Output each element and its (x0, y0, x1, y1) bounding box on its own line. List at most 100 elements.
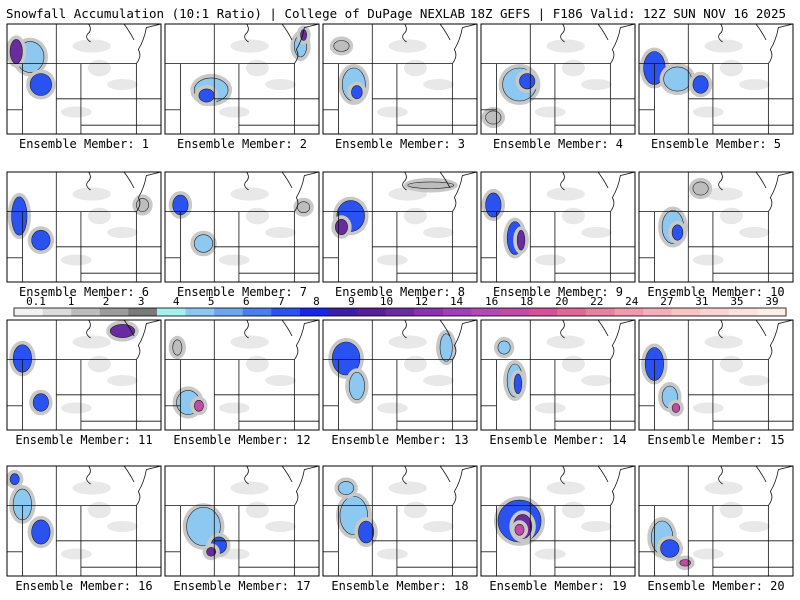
ensemble-member-label: Ensemble Member: 1 (19, 137, 149, 151)
panel-frame (322, 465, 478, 577)
ensemble-member-label: Ensemble Member: 8 (335, 285, 465, 299)
colorbar-tick-label: 22 (590, 295, 603, 308)
ensemble-member-label: Ensemble Member: 3 (335, 137, 465, 151)
state-boundaries (639, 172, 793, 282)
colorbar-tick-label: 35 (730, 295, 743, 308)
map-panel: Ensemble Member: 12 (164, 319, 320, 447)
panel-frame (6, 171, 162, 283)
ensemble-member-label: Ensemble Member: 5 (651, 137, 781, 151)
colorbar-swatch (214, 308, 244, 316)
colorbar-swatch (757, 308, 787, 316)
colorbar-swatch (156, 308, 187, 316)
state-boundaries (481, 466, 635, 576)
colorbar-tick-label: 24 (625, 295, 639, 308)
panel-frame (480, 23, 636, 135)
ensemble-member-label: Ensemble Member: 6 (19, 285, 149, 299)
colorbar-swatch (585, 308, 615, 316)
map-panel: Ensemble Member: 15 (638, 319, 794, 447)
map-panel: Ensemble Member: 11 (6, 319, 162, 447)
ensemble-member-label: Ensemble Member: 2 (177, 137, 307, 151)
colorbar-swatch (557, 308, 587, 316)
snowfall-shading (493, 481, 612, 560)
colorbar-swatch (528, 308, 558, 316)
state-boundaries (165, 172, 319, 282)
map-panel: Ensemble Member: 1 (6, 23, 162, 151)
colorbar: 0.1 1 2 3 4 5 6 7 8 9 10 12 14 16 18 20 22 24 27 31 35 39 (13, 295, 787, 317)
snowfall-shading (481, 187, 612, 266)
colorbar-swatch (299, 308, 330, 316)
colorbar-swatch (728, 308, 758, 316)
colorbar-tick-label: 6 (243, 295, 250, 308)
map-panel: Ensemble Member: 4 (480, 23, 636, 151)
snowfall-shading (7, 187, 153, 266)
colorbar-tick-label: 16 (485, 295, 498, 308)
panel-frame (638, 319, 794, 431)
colorbar-swatch (128, 308, 158, 316)
state-boundaries (481, 172, 635, 282)
snowfall-shading (639, 39, 770, 118)
snowfall-shading (7, 35, 138, 118)
panel-frame (164, 171, 320, 283)
ensemble-member-label: Ensemble Member: 4 (493, 137, 623, 151)
map-panel: Ensemble Member: 16 (6, 465, 162, 593)
panel-frame (638, 23, 794, 135)
panel-frame (638, 465, 794, 577)
map-panel: Ensemble Member: 7 (164, 171, 320, 299)
panel-frame (322, 23, 478, 135)
state-boundaries (323, 320, 477, 430)
map-panel: Ensemble Member: 20 (638, 465, 794, 593)
ensemble-member-label: Ensemble Member: 18 (331, 579, 468, 593)
ensemble-member-label: Ensemble Member: 19 (489, 579, 626, 593)
snowfall-shading (329, 36, 454, 118)
map-panel: Ensemble Member: 9 (480, 171, 636, 299)
colorbar-tick-label: 1 (68, 295, 75, 308)
ensemble-member-label: Ensemble Member: 9 (493, 285, 623, 299)
colorbar-swatch (71, 308, 101, 316)
map-panel: Ensemble Member: 8 (322, 171, 478, 299)
panel-frame (6, 465, 162, 577)
colorbar-tick-label: 5 (208, 295, 215, 308)
ensemble-member-label: Ensemble Member: 12 (173, 433, 310, 447)
colorbar-swatch (442, 308, 472, 316)
colorbar-swatch (385, 308, 415, 316)
state-boundaries (323, 466, 477, 576)
panel-frame (480, 465, 636, 577)
state-boundaries (165, 466, 319, 576)
panel-frame (322, 319, 478, 431)
colorbar-swatch (242, 308, 272, 316)
colorbar-swatch (185, 308, 215, 316)
colorbar-tick-label: 0.1 (26, 295, 46, 308)
colorbar-frame (13, 307, 787, 317)
colorbar-swatch (500, 308, 530, 316)
state-boundaries (639, 466, 793, 576)
colorbar-tick-label: 20 (555, 295, 568, 308)
run-info: 18Z GEFS | F186 Valid: 12Z SUN NOV 16 20… (469, 6, 786, 21)
colorbar-swatch (271, 308, 301, 316)
colorbar-swatch (328, 308, 358, 316)
colorbar-swatch (99, 308, 129, 316)
ensemble-member-label: Ensemble Member: 17 (173, 579, 310, 593)
colorbar-swatch (414, 308, 444, 316)
map-panel: Ensemble Member: 2 (164, 23, 320, 151)
ensemble-member-label: Ensemble Member: 10 (647, 285, 784, 299)
colorbar-tick-label: 31 (695, 295, 708, 308)
colorbar-tick-label: 4 (173, 295, 180, 308)
snowfall-shading (9, 320, 139, 416)
panel-frame (638, 171, 794, 283)
map-panel: Ensemble Member: 10 (638, 171, 794, 299)
colorbar-tick-label: 2 (103, 295, 110, 308)
map-panel: Ensemble Member: 14 (480, 319, 636, 447)
ensemble-member-label: Ensemble Member: 16 (15, 579, 152, 593)
ensemble-member-label: Ensemble Member: 11 (15, 433, 152, 447)
state-boundaries (639, 24, 793, 134)
state-boundaries (7, 320, 161, 430)
colorbar-swatch (643, 308, 673, 316)
colorbar-swatch (471, 308, 501, 316)
state-boundaries (7, 24, 161, 134)
colorbar-tick-label: 8 (313, 295, 320, 308)
snowfall-shading (7, 469, 138, 560)
colorbar-tick-label: 3 (138, 295, 145, 308)
ensemble-member-label: Ensemble Member: 7 (177, 285, 307, 299)
map-panel: Ensemble Member: 19 (480, 465, 636, 593)
